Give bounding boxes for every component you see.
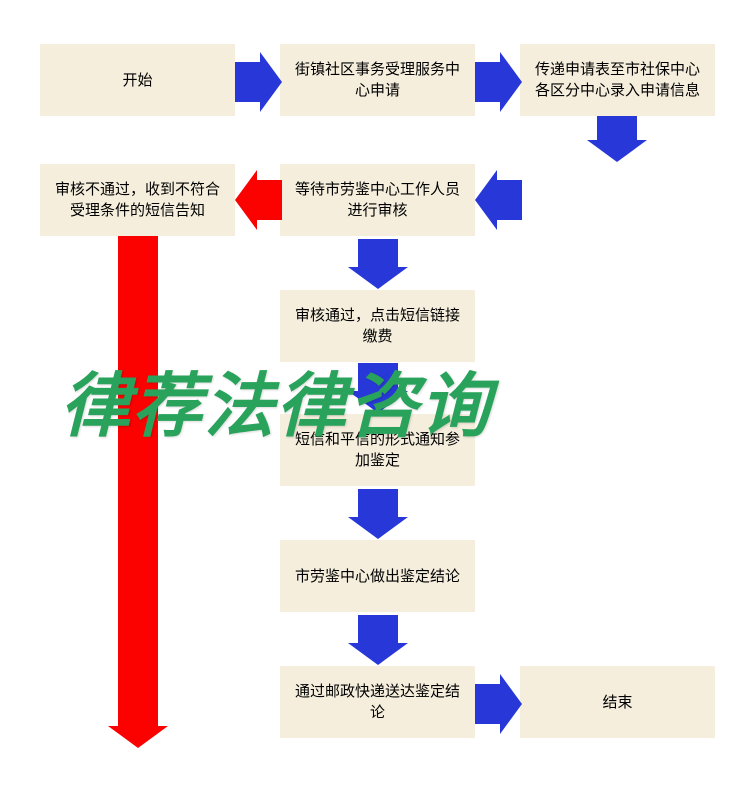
node-fail: 审核不通过，收到不符合受理条件的短信告知 (40, 164, 235, 236)
node-label: 街镇社区事务受理服务中心申请 (290, 59, 465, 101)
node-label: 审核通过，点击短信链接缴费 (290, 305, 465, 347)
node-label: 结束 (602, 692, 632, 713)
flow-arrow (358, 239, 398, 267)
node-notify: 短信和平信的形式通知参加鉴定 (280, 414, 475, 486)
node-transmit: 传递申请表至市社保中心各区分中心录入申请信息 (520, 44, 715, 116)
node-label: 市劳鉴中心做出鉴定结论 (295, 566, 460, 587)
node-conclude: 市劳鉴中心做出鉴定结论 (280, 540, 475, 612)
node-deliver: 通过邮政快递送达鉴定结论 (280, 666, 475, 738)
flow-arrow (497, 180, 522, 220)
flow-arrow (257, 180, 282, 220)
fail-path-vertical (118, 236, 158, 726)
node-label: 开始 (122, 70, 152, 91)
flowchart-canvas: 开始 街镇社区事务受理服务中心申请 传递申请表至市社保中心各区分中心录入申请信息… (0, 0, 750, 800)
flow-arrow (475, 62, 500, 102)
flow-arrow (358, 615, 398, 643)
node-label: 通过邮政快递送达鉴定结论 (290, 681, 465, 723)
node-apply: 街镇社区事务受理服务中心申请 (280, 44, 475, 116)
node-end: 结束 (520, 666, 715, 738)
node-pass: 审核通过，点击短信链接缴费 (280, 290, 475, 362)
flow-arrow (475, 684, 500, 724)
node-label: 短信和平信的形式通知参加鉴定 (290, 429, 465, 471)
flow-arrow (597, 116, 637, 140)
flow-arrow (235, 62, 260, 102)
node-start: 开始 (40, 44, 235, 116)
node-wait: 等待市劳鉴中心工作人员进行审核 (280, 164, 475, 236)
node-label: 等待市劳鉴中心工作人员进行审核 (290, 179, 465, 221)
flow-arrow (358, 489, 398, 517)
node-label: 审核不通过，收到不符合受理条件的短信告知 (50, 179, 225, 221)
node-label: 传递申请表至市社保中心各区分中心录入申请信息 (530, 59, 705, 101)
flow-arrow (358, 363, 398, 391)
